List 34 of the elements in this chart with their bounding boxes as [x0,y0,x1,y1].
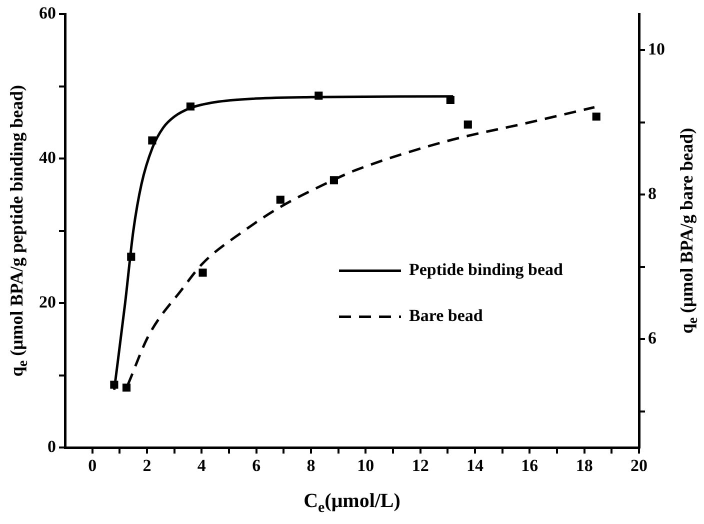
point [186,102,194,111]
x-tick-label: 16 [521,456,538,476]
x-tick-label: 12 [412,456,429,476]
point [148,136,156,144]
y-axis-title: qe (μmol BPA/g peptide binding bead) [6,84,32,377]
x-tick-label: 6 [252,456,261,476]
y2-tick-label: 10 [648,40,665,59]
point [464,120,472,129]
point [122,384,131,392]
x-tick-label: 10 [357,456,374,476]
point [592,112,600,121]
y-tick-label: 20 [39,292,56,312]
point [330,176,338,184]
x-tick-label: 18 [576,456,593,476]
y-tick-label: 40 [39,148,56,167]
y-tick-label: 0 [48,436,56,456]
x-tick-label: 14 [466,456,484,476]
point [314,92,323,100]
point [198,268,207,277]
x-tick-label: 2 [142,456,152,476]
point [110,380,118,389]
legend-label: Bare bead [409,306,484,326]
y-tick-label: 60 [39,3,56,22]
y2-tick-label: 8 [648,184,656,204]
x-tick-label: 8 [306,456,316,476]
y2-tick-label: 6 [648,328,656,348]
legend-label: Peptide binding bead [409,260,564,280]
point [127,252,136,261]
y2-axis-title: qe (μmol BPA/g bare bead) [676,128,702,334]
point [276,196,284,204]
point [446,96,454,104]
x-tick-label: 4 [197,456,206,476]
x-tick-label: 0 [88,456,97,476]
x-tick-label: 20 [630,456,648,476]
